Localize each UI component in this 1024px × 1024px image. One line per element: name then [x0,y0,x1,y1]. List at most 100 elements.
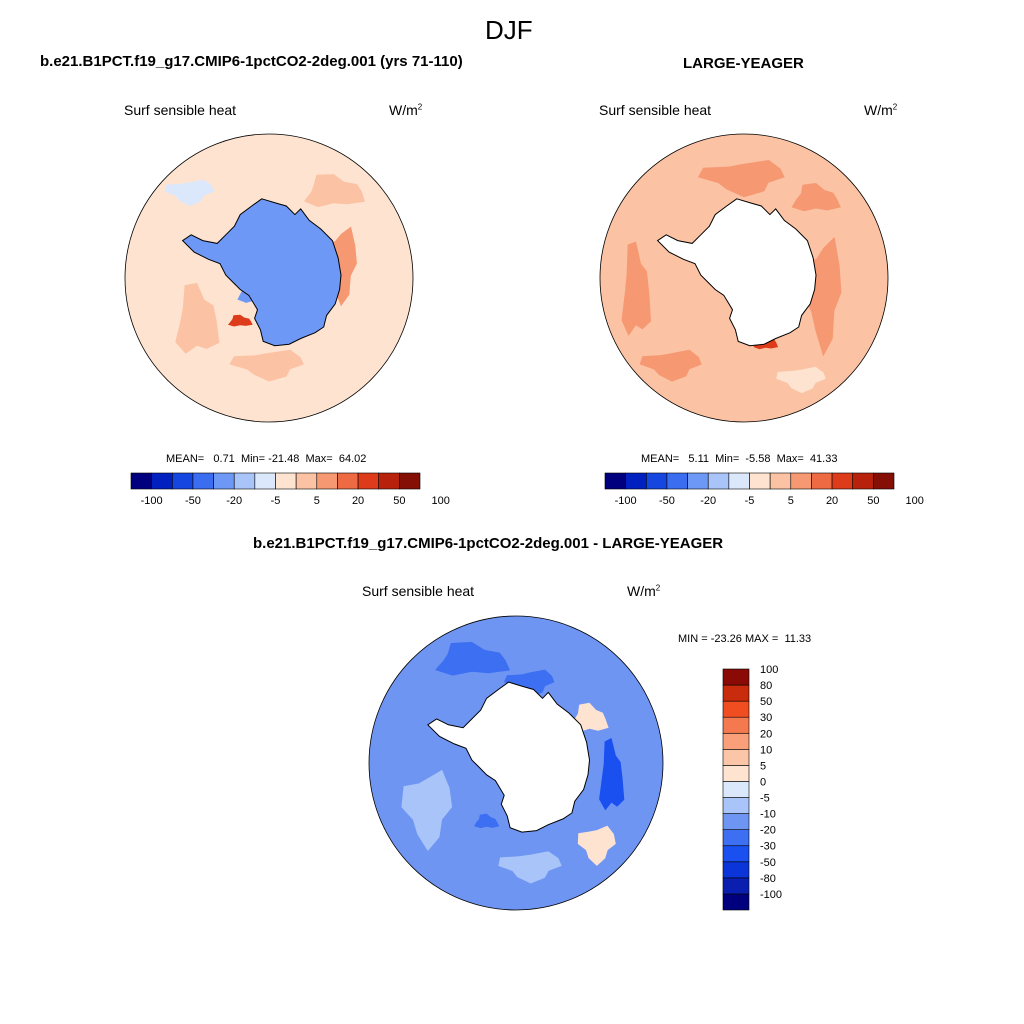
colorbar-swatch [213,472,235,490]
colorbar-swatch [337,472,359,490]
colorbar-swatch [722,845,750,863]
colorbar-swatch [233,472,256,490]
map-boundary [368,615,664,911]
colorbar-swatch [399,472,421,490]
panel3-units-exp: 2 [655,583,661,593]
map-panel-3 [368,615,664,911]
panel1-stats: MEAN= 0.71 Min= -21.48 Max= 64.02 [166,453,366,465]
colorbar-swatch [722,765,750,782]
panel3-units: W/m2 [627,583,660,599]
anomaly-patch [599,738,625,811]
colorbar-tick-label: -80 [760,873,776,885]
anomaly-patch [229,349,304,382]
antarctica-coastline [656,198,817,347]
colorbar-swatch [790,472,812,490]
colorbar-tick-label: 50 [867,495,879,507]
colorbar-tick-label: 20 [760,728,772,740]
panel3-stats: MIN = -23.26 MAX = 11.33 [678,633,811,645]
colorbar-tick-label: -100 [760,889,782,901]
colorbar-tick-label: 100 [431,495,449,507]
colorbar-tick-label: -100 [141,495,163,507]
colorbar-tick-label: 20 [826,495,838,507]
colorbar-swatch [151,472,173,490]
colorbar-tick-label: 20 [352,495,364,507]
anomaly-patch [228,314,253,327]
map-boundary [599,133,889,423]
colorbar-swatch [666,472,688,490]
colorbar-tick-label: -10 [760,809,776,821]
panel2-max-label: Max= [776,453,804,465]
colorbar-swatch [722,749,750,766]
colorbar-tick-label: -50 [659,495,675,507]
colorbar-tick-label: -50 [760,857,776,869]
colorbar-swatch [728,472,750,490]
colorbar-swatch [722,732,750,750]
anomaly-patch [639,349,702,382]
colorbar-swatch [707,472,730,490]
colorbar-swatch [604,472,626,490]
panel2-mean-value: 5.11 [688,453,709,465]
colorbar-swatch [295,472,318,490]
panel2-units: W/m2 [864,102,897,118]
map-field-1 [125,134,413,422]
colorbar-tick-label: 80 [760,680,772,692]
anomaly-patch [776,366,826,394]
panel3-case-title: b.e21.B1PCT.f19_g17.CMIP6-1pctCO2-2deg.0… [253,535,724,552]
colorbar-swatch [749,472,771,490]
antarctica-coastline [427,681,591,833]
colorbar-swatch [171,472,194,490]
colorbar-swatch [316,472,338,490]
colorbar-swatch [378,472,400,490]
map-panel-1 [124,133,414,423]
panel1-min-value: -21.48 [268,453,300,465]
panel1-case-title: b.e21.B1PCT.f19_g17.CMIP6-1pctCO2-2deg.0… [40,53,463,70]
map-boundary [124,133,414,423]
colorbar-swatch [852,472,874,490]
panel1-units-exp: 2 [417,102,423,112]
colorbar-swatch [722,797,750,814]
colorbar-tick-label: -100 [615,495,637,507]
colorbar-swatch [645,472,668,490]
colorbar-tick-label: 5 [788,495,794,507]
anomaly-patch [435,641,511,676]
anomaly-patch [474,813,500,829]
panel2-stats: MEAN= 5.11 Min= -5.58 Max= 41.33 [641,453,837,465]
colorbar-swatch [722,893,750,911]
panel2-case-title: LARGE-YEAGER [683,55,804,72]
colorbar-swatch [722,716,750,734]
panel3-variable-label: Surf sensible heat [362,583,475,599]
panel2-max-value: 41.33 [809,453,838,465]
colorbar-swatch [722,668,750,686]
colorbar-tick-label: -50 [185,495,201,507]
colorbar-swatch [831,472,854,490]
colorbar-swatch [722,861,750,879]
colorbar-swatch [192,472,214,490]
colorbar-tick-label: 5 [760,760,766,772]
panel1-units: W/m2 [389,102,422,118]
colorbar-swatch [254,472,276,490]
map-field-3 [369,616,663,910]
panel1-max-label: Max= [305,453,333,465]
colorbar-tick-label: -5 [271,495,281,507]
colorbar-tick-label: 50 [393,495,405,507]
colorbar-swatch [130,472,152,490]
colorbar-swatch [811,472,833,490]
anomaly-patch [791,183,841,212]
colorbar-tick-label: -30 [760,841,776,853]
panel2-mean-label: MEAN= [641,453,680,465]
anomaly-patch [164,179,215,206]
colorbar-tick-label: 30 [760,712,772,724]
panel1-variable-label: Surf sensible heat [124,102,237,118]
panel3-max-label: MAX = [744,633,779,645]
colorbar-tick-label: -20 [226,495,242,507]
colorbar-tick-label: -5 [745,495,755,507]
colorbar-2: -100 -50 -20 -5 5 20 50 100 [604,472,924,507]
colorbar-tick-label: 100 [760,664,778,676]
colorbar-1: -100 -50 -20 -5 5 20 50 100 [130,472,450,507]
colorbar-swatch [687,472,709,490]
colorbar-swatch [722,813,750,830]
panel2-min-label: Min= [715,453,740,465]
panel2-min-value: -5.58 [745,453,771,465]
colorbar-tick-label: -20 [700,495,716,507]
